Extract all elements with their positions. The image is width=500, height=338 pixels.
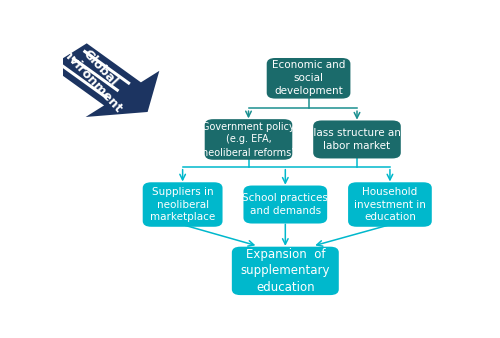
- Text: Suppliers in
neoliberal
marketplace: Suppliers in neoliberal marketplace: [150, 187, 215, 222]
- Text: Expansion  of
supplementary
education: Expansion of supplementary education: [240, 248, 330, 294]
- Text: Global
environment: Global environment: [54, 31, 136, 116]
- FancyBboxPatch shape: [348, 182, 432, 227]
- FancyBboxPatch shape: [313, 120, 401, 159]
- FancyBboxPatch shape: [244, 186, 327, 223]
- FancyBboxPatch shape: [232, 247, 339, 295]
- Text: Household
investment in
education: Household investment in education: [354, 187, 426, 222]
- Text: Class structure and
labor market: Class structure and labor market: [306, 128, 408, 151]
- Text: Government policy
(e.g. EFA,
neoliberal reforms): Government policy (e.g. EFA, neoliberal …: [202, 122, 295, 157]
- Text: School practices
and demands: School practices and demands: [242, 193, 328, 216]
- FancyBboxPatch shape: [204, 119, 292, 160]
- FancyBboxPatch shape: [142, 182, 222, 227]
- FancyBboxPatch shape: [266, 58, 350, 99]
- Polygon shape: [50, 43, 160, 117]
- Text: Economic and
social
development: Economic and social development: [272, 61, 345, 96]
